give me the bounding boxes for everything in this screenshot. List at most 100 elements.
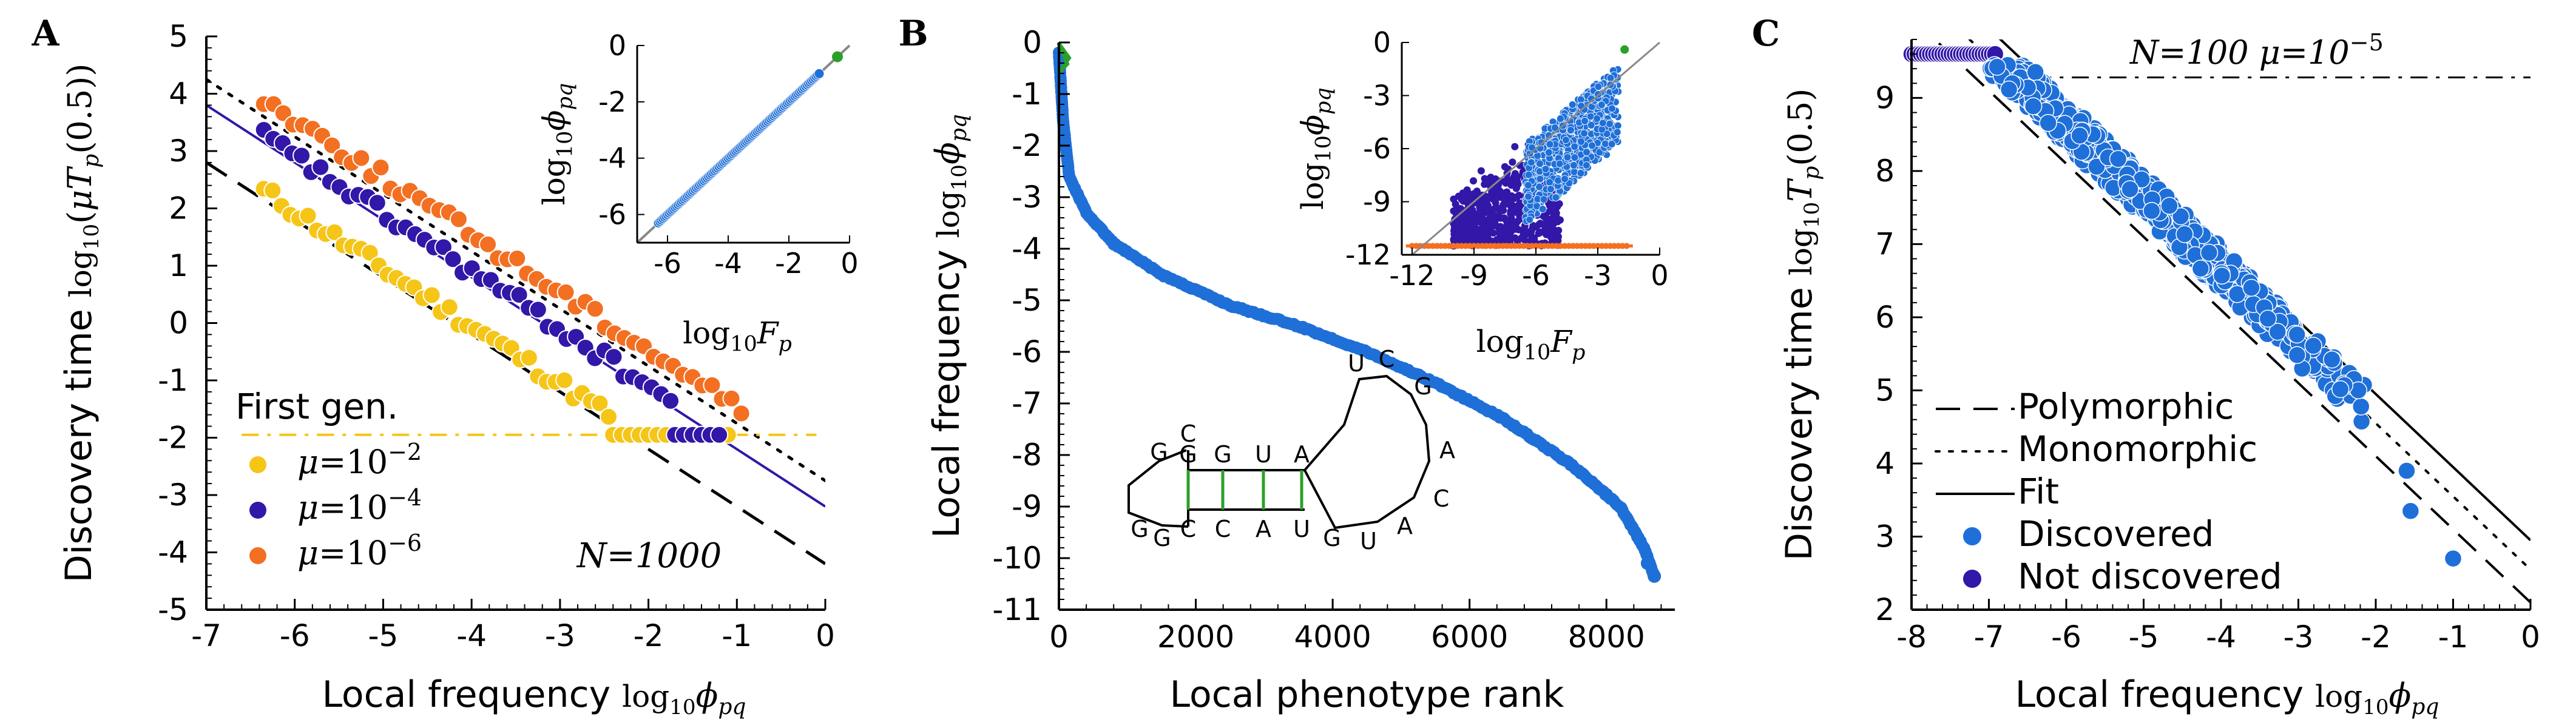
inset-point: [1603, 130, 1611, 138]
rna-base: A: [1439, 437, 1455, 463]
inset-point: [1498, 190, 1506, 198]
panel-letter-b: B: [898, 13, 928, 54]
legend-marker: [1963, 570, 1981, 588]
inset-y-label: log10ϕpq: [1295, 87, 1336, 210]
legend-label: Monomorphic: [2018, 428, 2257, 470]
inset-point: [1606, 120, 1614, 128]
inset-point: [1465, 225, 1473, 233]
rna-base: A: [1256, 516, 1271, 542]
inset-y-tick-label: -4: [598, 142, 626, 175]
rna-base: C: [1379, 346, 1395, 372]
inset-point: [1583, 148, 1591, 157]
data-point: [703, 376, 722, 394]
data-point: [360, 243, 379, 262]
legend-label: Discovered: [2018, 513, 2214, 554]
x-tick-label: -1: [2438, 619, 2469, 655]
y-tick-label: -7: [1012, 386, 1042, 421]
inset-point: [1580, 129, 1588, 138]
data-point: [2352, 397, 2370, 416]
line-polymorphic: [1933, 39, 2530, 604]
data-point: [299, 206, 317, 225]
inset-point: [1515, 192, 1523, 200]
data-point: [2323, 350, 2341, 369]
y-tick-label: -3: [158, 477, 188, 513]
inset-b: -12 -9 -6 -3 0 0 -3 -6 -9 -12 log10Fp log10ϕpq: [1295, 26, 1669, 365]
rna-base: G: [1179, 441, 1197, 468]
x-tick-label: 0: [2521, 619, 2540, 655]
inset-x-tick-label: 0: [840, 247, 858, 280]
inset-point: [1594, 83, 1603, 91]
inset-point: [1554, 177, 1562, 184]
data-point: [371, 158, 390, 177]
data-point: [2000, 80, 2018, 99]
x-tick-label: -8: [1896, 619, 1927, 655]
inset-point: [1496, 223, 1504, 231]
data-point: [2288, 325, 2306, 344]
inset-point: [1606, 74, 1615, 83]
data-point: [722, 389, 741, 408]
line-monomorphic: [1967, 39, 2530, 571]
inset-point: [1523, 228, 1530, 235]
series-2: [254, 95, 751, 423]
rna-base: G: [1414, 373, 1432, 400]
series-1: [254, 121, 729, 444]
y-tick-label: 7: [1875, 226, 1895, 261]
inset-point: [1492, 199, 1499, 207]
line-monomorphic: [206, 78, 825, 482]
inset-point: [1450, 207, 1458, 215]
inset-point: [1496, 237, 1504, 245]
rna-base: C: [1215, 516, 1231, 542]
rank-point: [1640, 556, 1654, 570]
inset-point: [1450, 231, 1458, 238]
y-tick-label: -9: [1012, 489, 1042, 524]
x-tick-label: 8000: [1568, 619, 1645, 655]
data-point: [2259, 309, 2277, 328]
data-point: [422, 286, 441, 305]
data-point: [555, 371, 574, 389]
x-tick-label: -2: [2361, 619, 2391, 655]
n-annotation: N=1000: [576, 536, 722, 576]
inset-point: [1570, 168, 1578, 176]
data-point: [368, 194, 387, 212]
inset-point: [1511, 234, 1519, 242]
inset-point: [1510, 173, 1518, 181]
inset-point: [1553, 201, 1561, 209]
x-tick-label: -3: [2284, 619, 2314, 655]
inset-point: [1481, 228, 1489, 236]
inset-x-tick-label: -3: [1584, 259, 1612, 292]
inset-y-tick-label: -9: [1363, 186, 1391, 218]
rna-base: G: [1131, 516, 1148, 542]
data-point: [263, 181, 282, 200]
data-point: [2039, 113, 2057, 132]
inset-point: [1486, 192, 1494, 200]
legend-label: Polymorphic: [2018, 386, 2234, 427]
x-tick-label: -2: [634, 618, 664, 653]
inset-point: [1546, 178, 1554, 186]
inset-point: [1598, 119, 1607, 127]
inset-point: [1556, 216, 1564, 224]
y-tick-label: 2: [169, 191, 188, 226]
y-tick-label: 3: [1875, 519, 1895, 554]
rna-right-loop: [1303, 374, 1431, 530]
data-point: [508, 249, 527, 268]
rna-base: U: [1360, 528, 1377, 554]
x-tick-label: -7: [1974, 619, 2004, 655]
inset-point: [1511, 143, 1519, 150]
rna-base: C: [1433, 485, 1450, 512]
inset-point: [1510, 221, 1518, 229]
inset-point: [1581, 117, 1589, 125]
inset-point: [1587, 121, 1595, 129]
inset-x-tick-label: -4: [714, 247, 742, 280]
panel-letter-c: C: [1752, 13, 1780, 54]
x-tick-label: -4: [456, 618, 487, 653]
inset-point: [1476, 202, 1484, 210]
y-tick-label: -8: [1012, 437, 1042, 473]
inset-point: [1501, 163, 1509, 170]
inset-point: [1595, 148, 1604, 157]
inset-diagonal: [1411, 41, 1660, 256]
inset-point: [1540, 195, 1548, 204]
inset-point: [1555, 226, 1563, 234]
inset-point: [1536, 175, 1544, 183]
data-point: [2398, 462, 2416, 480]
